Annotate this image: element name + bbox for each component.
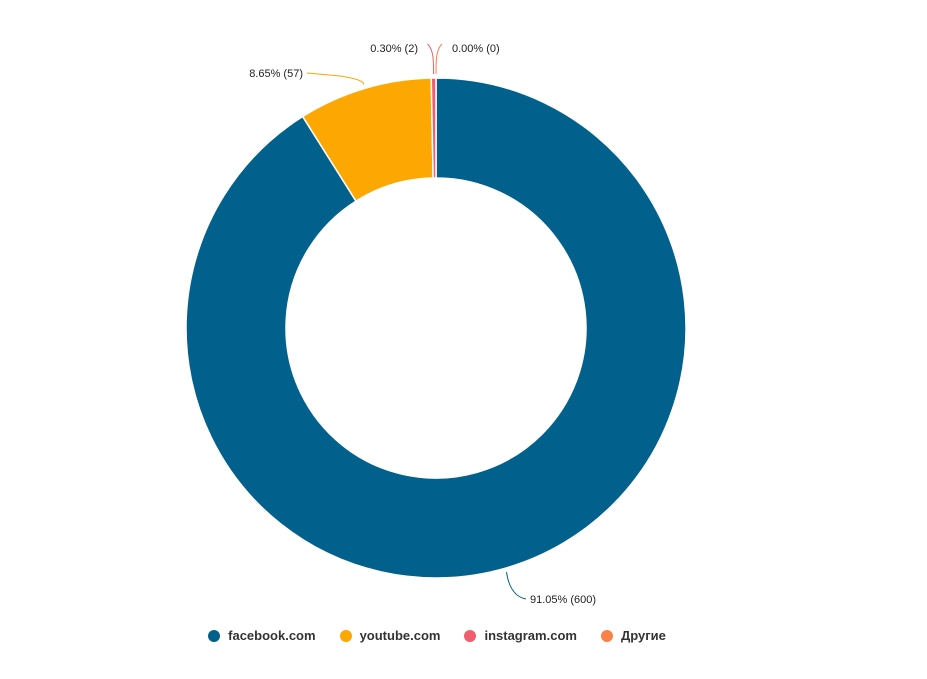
legend-marker-icon [339,629,352,642]
slice-value-label: 91.05% (600) [530,594,596,606]
donut-slice-instagram-com[interactable] [430,77,437,179]
leader-line [506,571,527,600]
legend-item-other[interactable]: Другие [600,628,666,643]
leader-line [427,43,435,75]
legend-label: instagram.com [484,628,577,643]
legend-item-instagram[interactable]: instagram.com [464,628,577,643]
leader-line [306,72,364,85]
legend-marker-icon [464,629,477,642]
legend-marker-icon [208,629,221,642]
chart-legend: facebook.com youtube.com instagram.com Д… [0,628,874,643]
legend-item-youtube[interactable]: youtube.com [339,628,441,643]
slice-value-label: 0.00% (0) [452,43,500,55]
leader-line [435,43,443,75]
legend-marker-icon [600,629,613,642]
donut-slice-facebook-com[interactable] [185,77,687,579]
slice-value-label: 8.65% (57) [249,68,303,80]
legend-label: Другие [620,628,666,643]
legend-label: youtube.com [359,628,441,643]
donut-chart-svg: 91.05% (600) 8.65% (57) 0.30% (2) 0.00% (0) [185,43,687,606]
slice-value-label: 0.30% (2) [370,43,418,55]
legend-item-facebook[interactable]: facebook.com [208,628,316,643]
legend-label: facebook.com [228,628,316,643]
